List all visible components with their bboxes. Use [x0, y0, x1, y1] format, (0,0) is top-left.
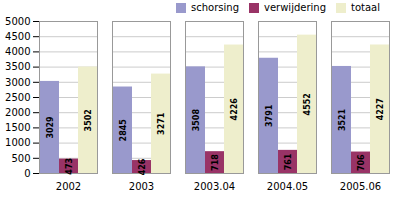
svg-text:473: 473 [65, 158, 74, 175]
svg-text:1000: 1000 [5, 137, 30, 148]
svg-text:4000: 4000 [5, 46, 30, 57]
svg-text:2000: 2000 [5, 107, 30, 118]
svg-text:2845: 2845 [119, 119, 128, 142]
svg-text:761: 761 [284, 153, 293, 170]
svg-text:5000: 5000 [5, 16, 30, 27]
svg-text:0: 0 [24, 168, 30, 179]
svg-text:3271: 3271 [157, 112, 166, 135]
svg-text:2500: 2500 [5, 92, 30, 103]
svg-text:4500: 4500 [5, 31, 30, 42]
svg-text:3791: 3791 [265, 104, 274, 127]
svg-text:3000: 3000 [5, 77, 30, 88]
html-text:schorsing: schorsing [191, 2, 239, 13]
svg-text:2005.06: 2005.06 [340, 181, 381, 192]
svg-text:426: 426 [138, 158, 147, 175]
svg-text:3508: 3508 [192, 109, 201, 132]
svg-text:2004.05: 2004.05 [267, 181, 308, 192]
svg-text:2003.04: 2003.04 [194, 181, 235, 192]
svg-text:706: 706 [357, 154, 366, 171]
svg-text:500: 500 [11, 153, 30, 164]
svg-text:3521: 3521 [338, 108, 347, 131]
svg-text:4226: 4226 [230, 98, 239, 121]
svg-text:3502: 3502 [84, 109, 93, 131]
html-text:verwijdering: verwijdering [264, 2, 326, 13]
svg-text:4227: 4227 [376, 98, 385, 120]
svg-text:1500: 1500 [5, 122, 30, 133]
svg-text:3500: 3500 [5, 61, 30, 72]
svg-text:718: 718 [211, 154, 220, 171]
html-text:totaal: totaal [351, 2, 380, 13]
svg-text:2002: 2002 [56, 181, 81, 192]
svg-text:4552: 4552 [303, 93, 312, 115]
svg-text:3029: 3029 [46, 116, 55, 139]
svg-text:2003: 2003 [129, 181, 154, 192]
